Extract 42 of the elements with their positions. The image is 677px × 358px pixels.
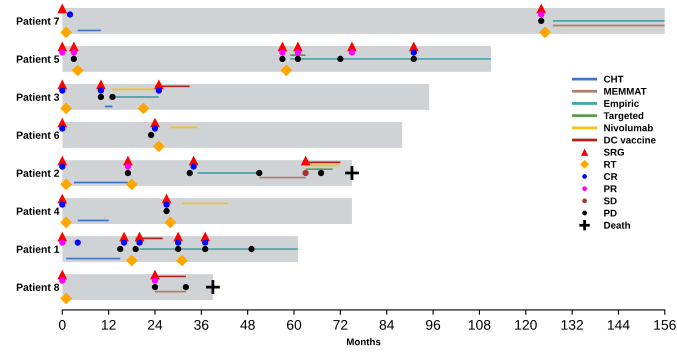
x-tick-label: 36 xyxy=(194,320,208,330)
legend-label: RT xyxy=(604,161,616,168)
legend-label: Death xyxy=(604,222,630,229)
legend-label: Targeted xyxy=(604,112,644,122)
x-tick-label: 156 xyxy=(654,320,676,330)
legend-label: PR xyxy=(604,185,617,192)
x-tick-label: 132 xyxy=(562,320,584,330)
legend-label: CR xyxy=(604,173,618,180)
y-tick-label: Patient 7 xyxy=(16,17,60,25)
x-axis-title: Months xyxy=(346,338,380,346)
legend-label: SD xyxy=(604,197,617,204)
bar xyxy=(62,198,352,224)
bar xyxy=(62,122,402,148)
x-tick-label: 144 xyxy=(608,320,630,330)
x-tick-label: 12 xyxy=(102,320,116,330)
y-tick-label: Patient 5 xyxy=(16,55,60,63)
bar xyxy=(62,8,665,34)
x-tick-label: 0 xyxy=(58,320,66,330)
bar xyxy=(62,274,213,300)
x-tick-label: 48 xyxy=(240,320,255,330)
legend-label: PD xyxy=(604,210,617,216)
y-tick-label: Patient 3 xyxy=(16,93,60,101)
legend-label: MEMMAT xyxy=(604,88,646,95)
legend-label: DC vaccine xyxy=(604,136,656,144)
bar xyxy=(62,46,492,72)
legend-label: Nivolumab xyxy=(604,124,653,132)
bar xyxy=(62,84,430,110)
x-tick-label: 60 xyxy=(287,320,302,330)
legend-label: SRG xyxy=(604,148,624,156)
x-tick-label: 72 xyxy=(333,320,348,330)
y-tick-label: Patient 6 xyxy=(16,131,60,139)
x-tick-label: 84 xyxy=(380,320,394,330)
legend-label: CHT xyxy=(604,76,624,83)
x-tick-label: 120 xyxy=(515,320,537,330)
y-tick-label: Patient 8 xyxy=(16,283,60,291)
x-tick-label: 96 xyxy=(426,320,440,330)
x-tick-label: 24 xyxy=(148,320,162,330)
y-tick-label: Patient 2 xyxy=(16,169,60,177)
y-tick-label: Patient 4 xyxy=(16,207,60,215)
x-tick-label: 108 xyxy=(468,320,490,330)
legend-label: Empiric xyxy=(604,100,639,109)
y-tick-label: Patient 1 xyxy=(16,245,60,253)
